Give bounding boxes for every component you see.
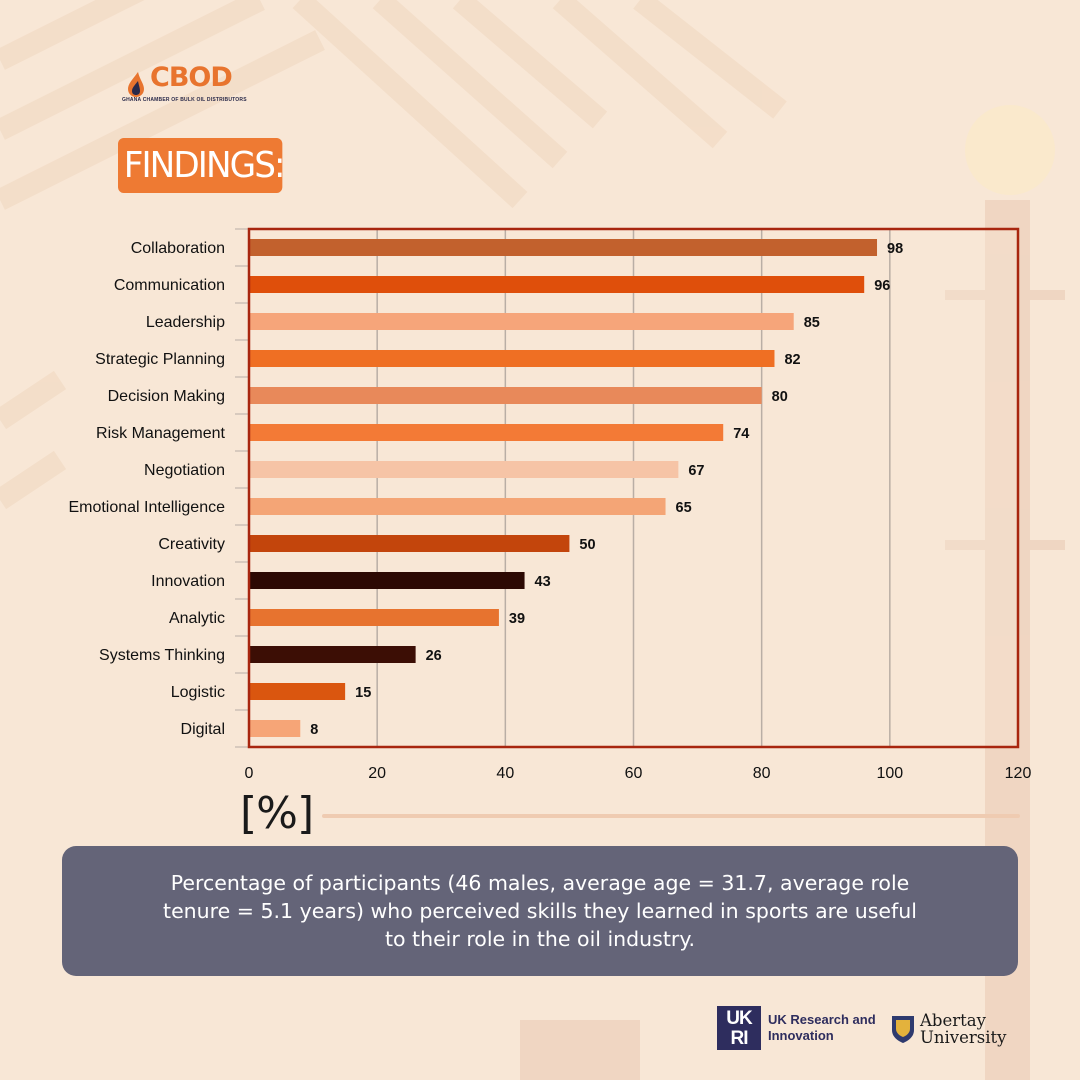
x-tick-label: 100 <box>876 765 903 782</box>
plot-frame <box>247 227 1020 749</box>
caption-text: Percentage of participants (46 males, av… <box>163 871 917 951</box>
value-label: 80 <box>772 389 788 405</box>
x-tick-label: 60 <box>625 765 643 782</box>
bar-chart: Collaboration 98 Communication 96 Leadership… <box>68 227 1032 782</box>
bar-emotional-intelligence <box>249 498 666 515</box>
x-tick-label: 40 <box>496 765 514 782</box>
category-label: Innovation <box>151 573 225 590</box>
category-label: Emotional Intelligence <box>68 499 225 516</box>
bar-collaboration <box>249 239 878 256</box>
x-tick-label: 20 <box>368 765 386 782</box>
category-label: Communication <box>114 277 225 294</box>
bar-strategic-planning <box>249 350 775 367</box>
findings-heading: FINDINGS: <box>118 138 286 193</box>
abertay-crest-icon <box>892 1016 914 1043</box>
category-label: Creativity <box>158 536 225 553</box>
value-label: 67 <box>688 463 704 479</box>
value-label: 82 <box>784 352 800 368</box>
category-label: Analytic <box>169 610 225 627</box>
bar-communication <box>249 276 865 293</box>
value-label: 98 <box>887 241 903 257</box>
bar-negotiation <box>249 461 679 478</box>
bar-logistic <box>249 683 346 700</box>
category-label: Collaboration <box>131 240 225 257</box>
bar-risk-management <box>249 424 724 441</box>
category-label: Logistic <box>171 684 225 701</box>
logo-subtitle: GHANA CHAMBER OF BULK OIL DISTRIBUTORS <box>122 97 247 103</box>
value-label: 85 <box>804 315 820 331</box>
value-label: 43 <box>535 574 551 590</box>
value-label: 8 <box>310 722 318 738</box>
chart-caption: Percentage of participants (46 males, av… <box>62 846 1018 976</box>
abertay-name: Abertay University <box>920 1011 1007 1047</box>
ukri-mark-icon: UK RI <box>717 1006 761 1050</box>
category-label: Leadership <box>146 314 225 331</box>
category-label: Risk Management <box>96 425 226 442</box>
ukri-name: UK Research and Innovation <box>768 1012 876 1043</box>
bar-digital <box>249 720 301 737</box>
x-tick-label: 0 <box>245 765 254 782</box>
x-tick-label: 80 <box>753 765 771 782</box>
logo-name: CBOD <box>150 62 233 93</box>
category-label: Digital <box>181 721 225 738</box>
bar-leadership <box>249 313 794 330</box>
bar-systems-thinking <box>249 646 416 663</box>
value-label: 15 <box>355 685 371 701</box>
category-label: Decision Making <box>108 388 225 405</box>
value-label: 26 <box>426 648 442 664</box>
bar-innovation <box>249 572 525 589</box>
category-label: Systems Thinking <box>99 647 225 664</box>
category-label: Negotiation <box>144 462 225 479</box>
bar-creativity <box>249 535 570 552</box>
x-tick-label: 120 <box>1005 765 1032 782</box>
bar-decision-making <box>249 387 762 404</box>
cbod-logo-icon <box>128 72 144 97</box>
value-label: 65 <box>676 500 692 516</box>
x-axis-label: [%] <box>240 788 314 839</box>
value-label: 74 <box>733 426 749 442</box>
divider-line <box>322 814 1020 818</box>
value-label: 39 <box>509 611 525 627</box>
value-label: 50 <box>579 537 595 553</box>
value-label: 96 <box>874 278 890 294</box>
bar-analytic <box>249 609 499 626</box>
category-label: Strategic Planning <box>95 351 225 368</box>
